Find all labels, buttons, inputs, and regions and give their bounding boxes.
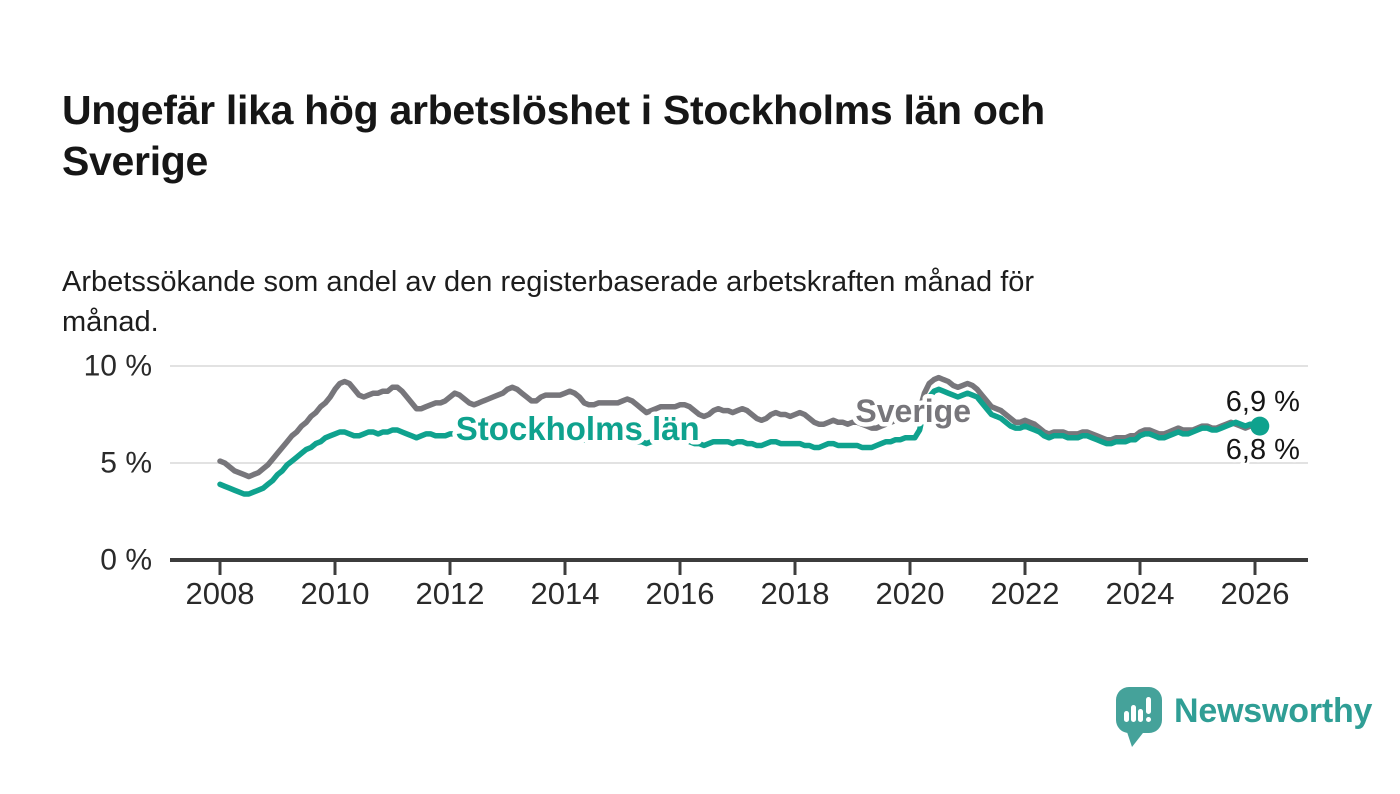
x-tick-label: 2012 bbox=[416, 576, 485, 611]
x-tick-label: 2018 bbox=[761, 576, 830, 611]
series-label-stockholms-l-n: Stockholms län bbox=[456, 410, 700, 447]
subtitle-line-1: Arbetssökande som andel av den registerb… bbox=[62, 266, 1035, 298]
y-tick-label: 10 % bbox=[84, 350, 152, 383]
newsworthy-logo: Newsworthy bbox=[1115, 686, 1372, 750]
y-tick-label: 0 % bbox=[100, 544, 152, 577]
subtitle-line-2: månad. bbox=[62, 306, 159, 338]
newsworthy-logo-icon bbox=[1116, 687, 1162, 747]
x-tick-label: 2010 bbox=[301, 576, 370, 611]
y-tick-label: 5 % bbox=[100, 447, 152, 480]
x-tick-label: 2008 bbox=[186, 576, 255, 611]
x-tick-label: 2026 bbox=[1221, 576, 1290, 611]
series-label-sverige: Sverige bbox=[855, 393, 971, 429]
page-title: Ungefär lika hög arbetslöshet i Stockhol… bbox=[62, 85, 1302, 187]
series-line-stockholms-l-n bbox=[217, 386, 1263, 497]
x-tick-label: 2014 bbox=[531, 576, 600, 611]
x-tick-label: 2024 bbox=[1106, 576, 1175, 611]
logo-bar-1 bbox=[1124, 711, 1129, 722]
end-value-label-stockholms-lan: 6,9 % bbox=[1226, 386, 1300, 418]
title-line-2: Sverige bbox=[62, 138, 209, 185]
x-tick-label: 2022 bbox=[991, 576, 1060, 611]
title-line-1: Ungefär lika hög arbetslöshet i Stockhol… bbox=[62, 87, 1045, 134]
chart-subtitle: Arbetssökande som andel av den registerb… bbox=[62, 262, 1302, 342]
x-tick-label: 2020 bbox=[876, 576, 945, 611]
end-value-label-sverige: 6,8 % bbox=[1226, 434, 1300, 466]
logo-bar-2 bbox=[1131, 705, 1136, 722]
series-end-dot-stockholms-lan bbox=[1250, 416, 1270, 436]
logo-exclamation-dot bbox=[1146, 717, 1151, 722]
logo-exclamation-stem bbox=[1146, 697, 1151, 714]
logo-bar-3 bbox=[1138, 709, 1143, 722]
logo-bubble-tail bbox=[1126, 729, 1146, 747]
newsworthy-wordmark: Newsworthy bbox=[1174, 692, 1373, 730]
x-tick-label: 2016 bbox=[646, 576, 715, 611]
series-line-sverige bbox=[217, 374, 1263, 480]
